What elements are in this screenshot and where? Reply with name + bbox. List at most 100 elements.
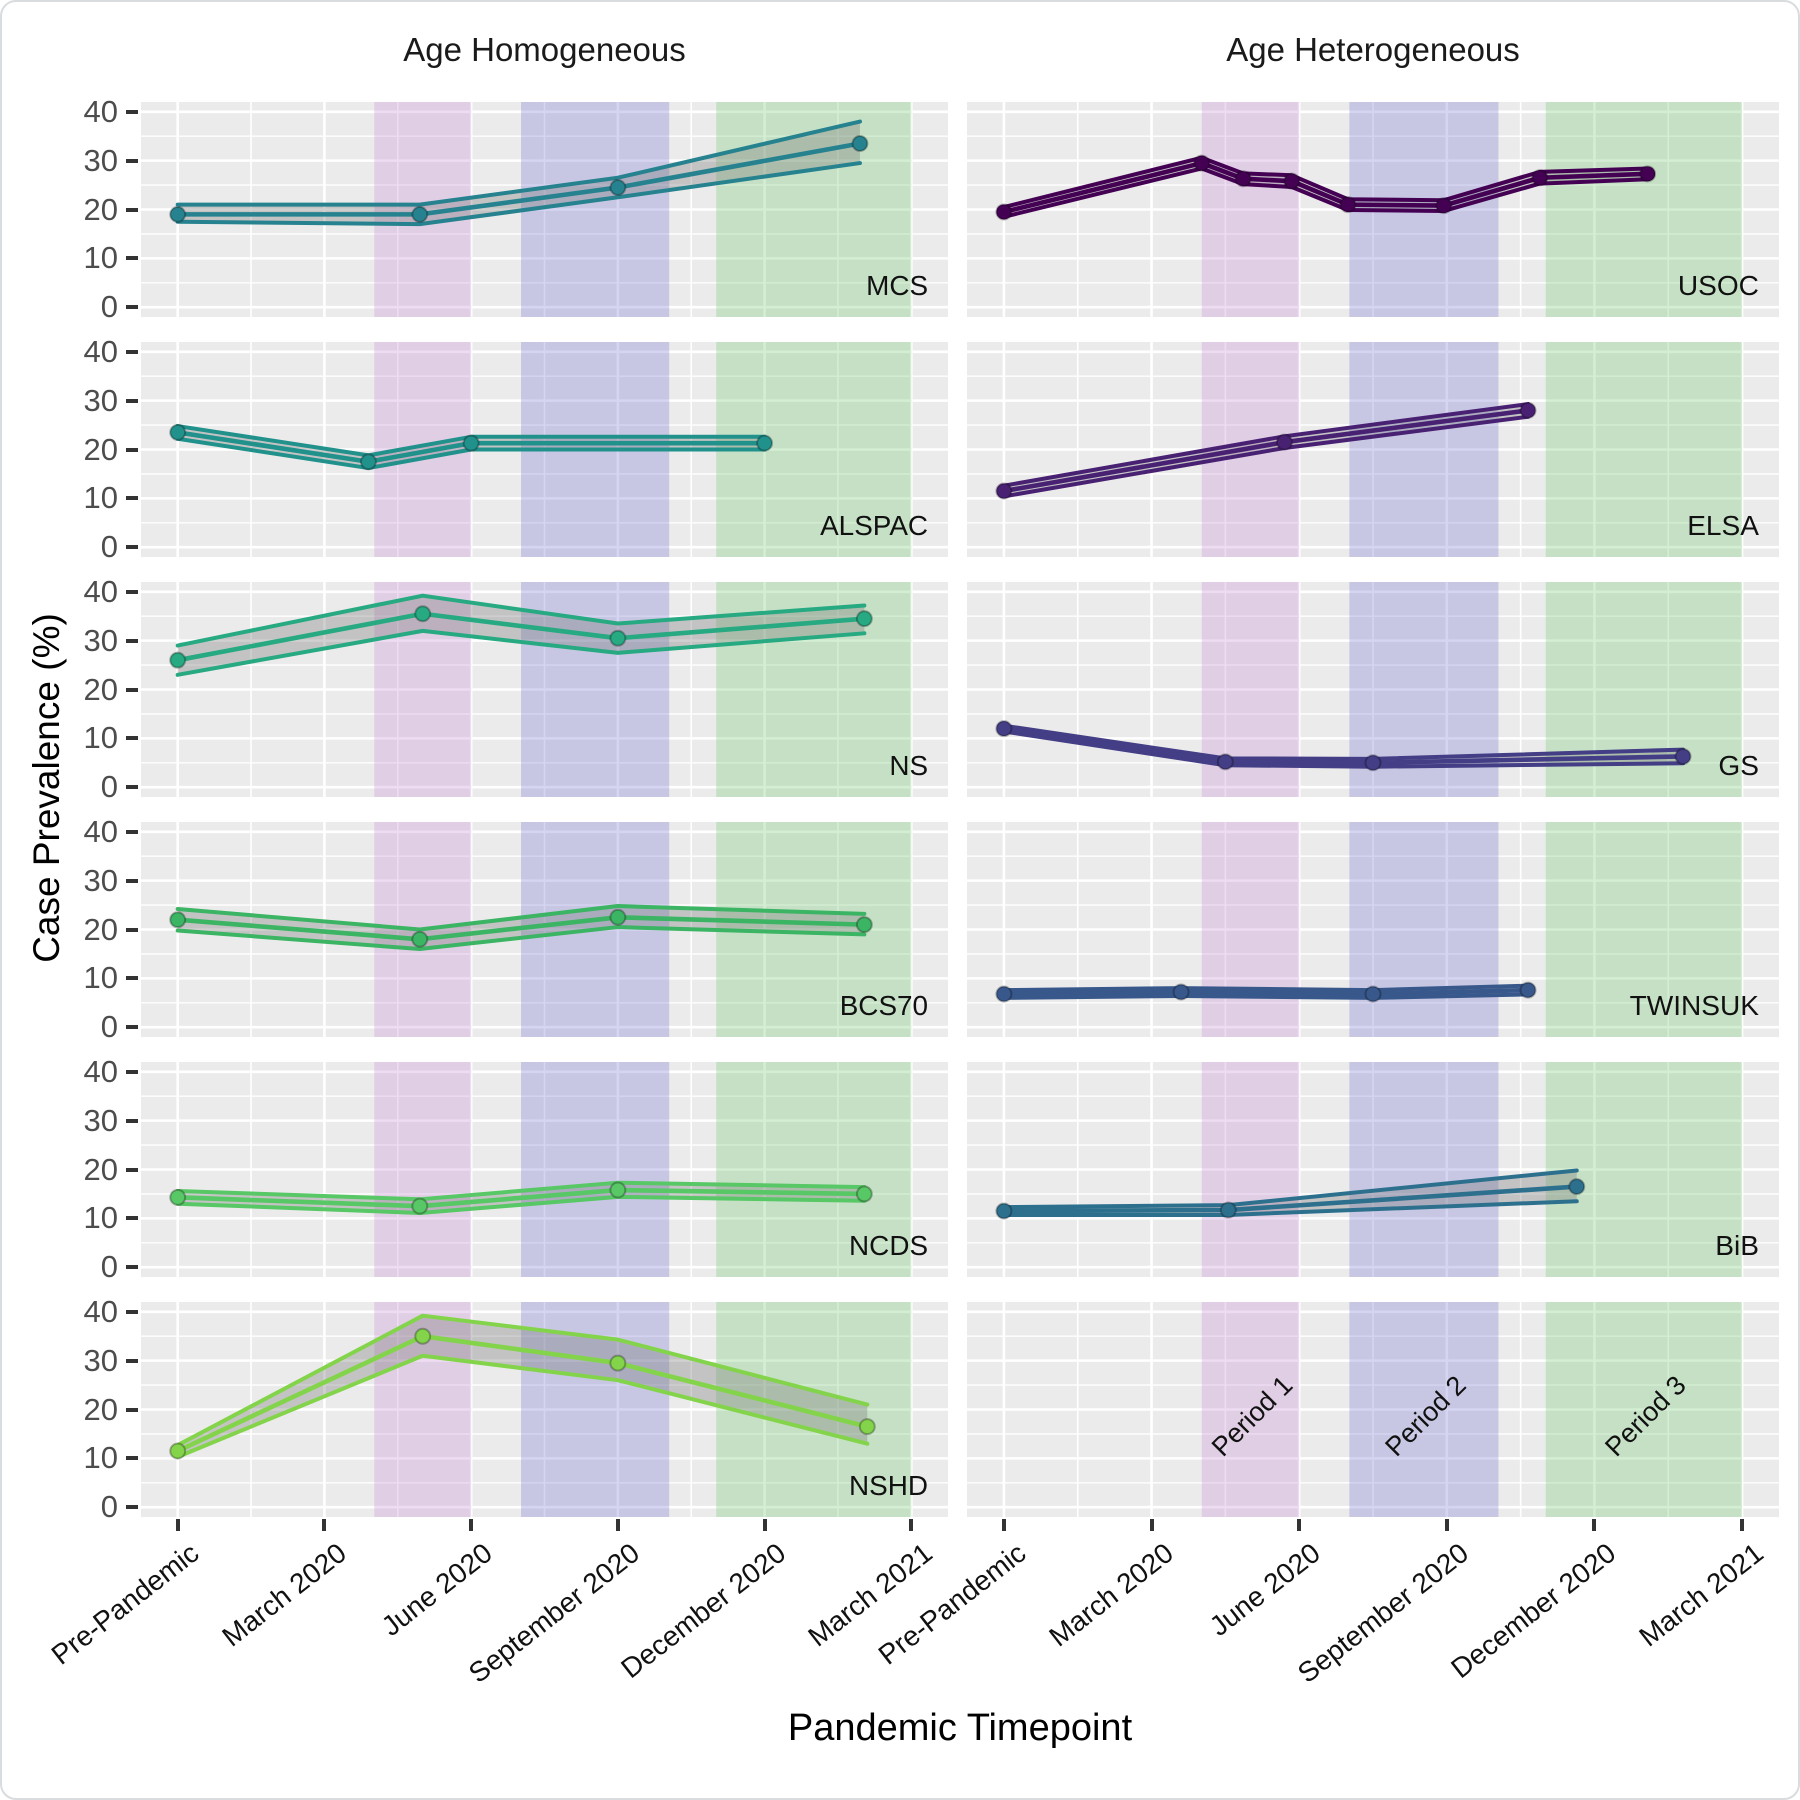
y-tick-label: 40 (83, 1293, 118, 1329)
study-label: NCDS (849, 1230, 928, 1261)
facet-row: 0 10 20 30 40 ALSPAC ELSA (2, 334, 1798, 564)
data-point (609, 1354, 627, 1372)
ELSA-chart: ELSA (967, 342, 1779, 557)
prevalence-line (1001, 726, 1686, 766)
period-band (374, 1062, 472, 1277)
MCS-chart: MCS (141, 102, 948, 317)
data-point (414, 605, 432, 623)
y-tick-mark (126, 1025, 138, 1030)
data-point (1216, 753, 1234, 771)
panel-NCDS: NCDS (141, 1062, 948, 1277)
y-tick-label: 10 (83, 720, 118, 756)
y-tick-label: 20 (83, 1391, 118, 1427)
y-tick-label: 0 (100, 1249, 118, 1285)
x-tick-mark (1297, 1519, 1302, 1531)
ribbon-upper-line (175, 1313, 870, 1448)
panel-periods-key: Period 1 Period 2 Period 3 (967, 1302, 1779, 1517)
panel-ALSPAC: ALSPAC (141, 342, 948, 557)
y-tick-label: 10 (83, 1440, 118, 1476)
data-point (995, 985, 1013, 1003)
ribbon-upper-line (175, 904, 867, 932)
ribbon-upper-line (175, 1180, 867, 1202)
y-tick-label: 30 (83, 862, 118, 898)
data-point (1339, 196, 1357, 214)
y-tick-label: 40 (83, 573, 118, 609)
data-point (411, 205, 429, 223)
TWINSUK-chart: TWINSUK (967, 822, 1779, 1037)
prevalence-line (175, 611, 867, 663)
y-tick-mark (126, 976, 138, 981)
data-point (1193, 154, 1211, 172)
data-point (851, 135, 869, 153)
period-band (1201, 102, 1300, 317)
x-tick-label: March 2021 (1633, 1537, 1770, 1653)
facet-column-title-age-heterogeneous: Age Heterogeneous (1226, 31, 1520, 68)
ribbon-upper-line (175, 424, 767, 458)
y-tick-label: 10 (83, 480, 118, 516)
period-band (1545, 342, 1743, 557)
data-point (414, 1327, 432, 1345)
data-point (359, 453, 377, 471)
x-tick-label: June 2020 (1204, 1537, 1327, 1642)
y-tick-mark (126, 1265, 138, 1270)
ribbon-upper-line (1001, 983, 1531, 993)
y-tick-mark (126, 687, 138, 692)
ribbon-lower-line (175, 925, 867, 952)
confidence-ribbon (1003, 1170, 1577, 1215)
y-tick-mark (126, 207, 138, 212)
period-band (716, 1062, 912, 1277)
y-tick-label: 10 (83, 240, 118, 276)
y-tick-label: 0 (100, 1009, 118, 1045)
x-tick-mark (762, 1519, 767, 1531)
panel-TWINSUK: TWINSUK (967, 822, 1779, 1037)
y-tick-label: 10 (83, 960, 118, 996)
data-point (1531, 169, 1549, 187)
y-tick-mark (126, 1358, 138, 1363)
data-point (1172, 983, 1190, 1001)
period-band (1349, 822, 1499, 1037)
x-tick-mark (1592, 1519, 1597, 1531)
data-point (1519, 981, 1537, 999)
period-band (1201, 822, 1300, 1037)
y-tick-mark (126, 545, 138, 550)
data-point (756, 434, 774, 452)
y-tick-label: 20 (83, 1151, 118, 1187)
y-tick-mark (126, 1407, 138, 1412)
x-tick-label: March 2020 (215, 1537, 352, 1653)
period-band (521, 102, 670, 317)
panel-BiB: BiB (967, 1062, 1779, 1277)
data-point (609, 629, 627, 647)
prevalence-line (175, 1187, 867, 1209)
y-tick-mark (126, 1505, 138, 1510)
ribbon-lower-line (175, 1353, 870, 1459)
facet-grid: 0 10 20 30 40 MCS USOC 0 10 20 30 40 ALSPAC ELSA 0 10 20… (2, 94, 1798, 1524)
data-point (1435, 197, 1453, 215)
ribbon-upper-line (175, 119, 862, 207)
y-tick-label: 40 (83, 813, 118, 849)
data-point (169, 1442, 187, 1460)
y-axis-ticks: 0 10 20 30 40 (2, 574, 140, 804)
y-tick-mark (126, 109, 138, 114)
period-band (1545, 102, 1743, 317)
x-tick-mark (615, 1519, 620, 1531)
y-tick-label: 0 (100, 289, 118, 325)
data-point (1364, 985, 1382, 1003)
period-band (1349, 1302, 1499, 1517)
data-point (169, 205, 187, 223)
y-tick-mark (126, 736, 138, 741)
ribbon-upper-line (175, 593, 867, 648)
data-point (609, 179, 627, 197)
facet-row: 0 10 20 30 40 NSHD Period 1 Period 2 Period 3 (2, 1294, 1798, 1524)
y-tick-mark (126, 496, 138, 501)
facet-row: 0 10 20 30 40 MCS USOC (2, 94, 1798, 324)
data-point (609, 908, 627, 926)
panel-NSHD: NSHD (141, 1302, 948, 1517)
y-tick-label: 30 (83, 142, 118, 178)
study-label: NS (889, 750, 928, 781)
y-axis-ticks: 0 10 20 30 40 (2, 1054, 140, 1284)
data-point (462, 434, 480, 452)
data-point (1674, 747, 1692, 765)
period-band (521, 582, 670, 797)
data-point (169, 423, 187, 441)
study-label: TWINSUK (1630, 990, 1760, 1021)
